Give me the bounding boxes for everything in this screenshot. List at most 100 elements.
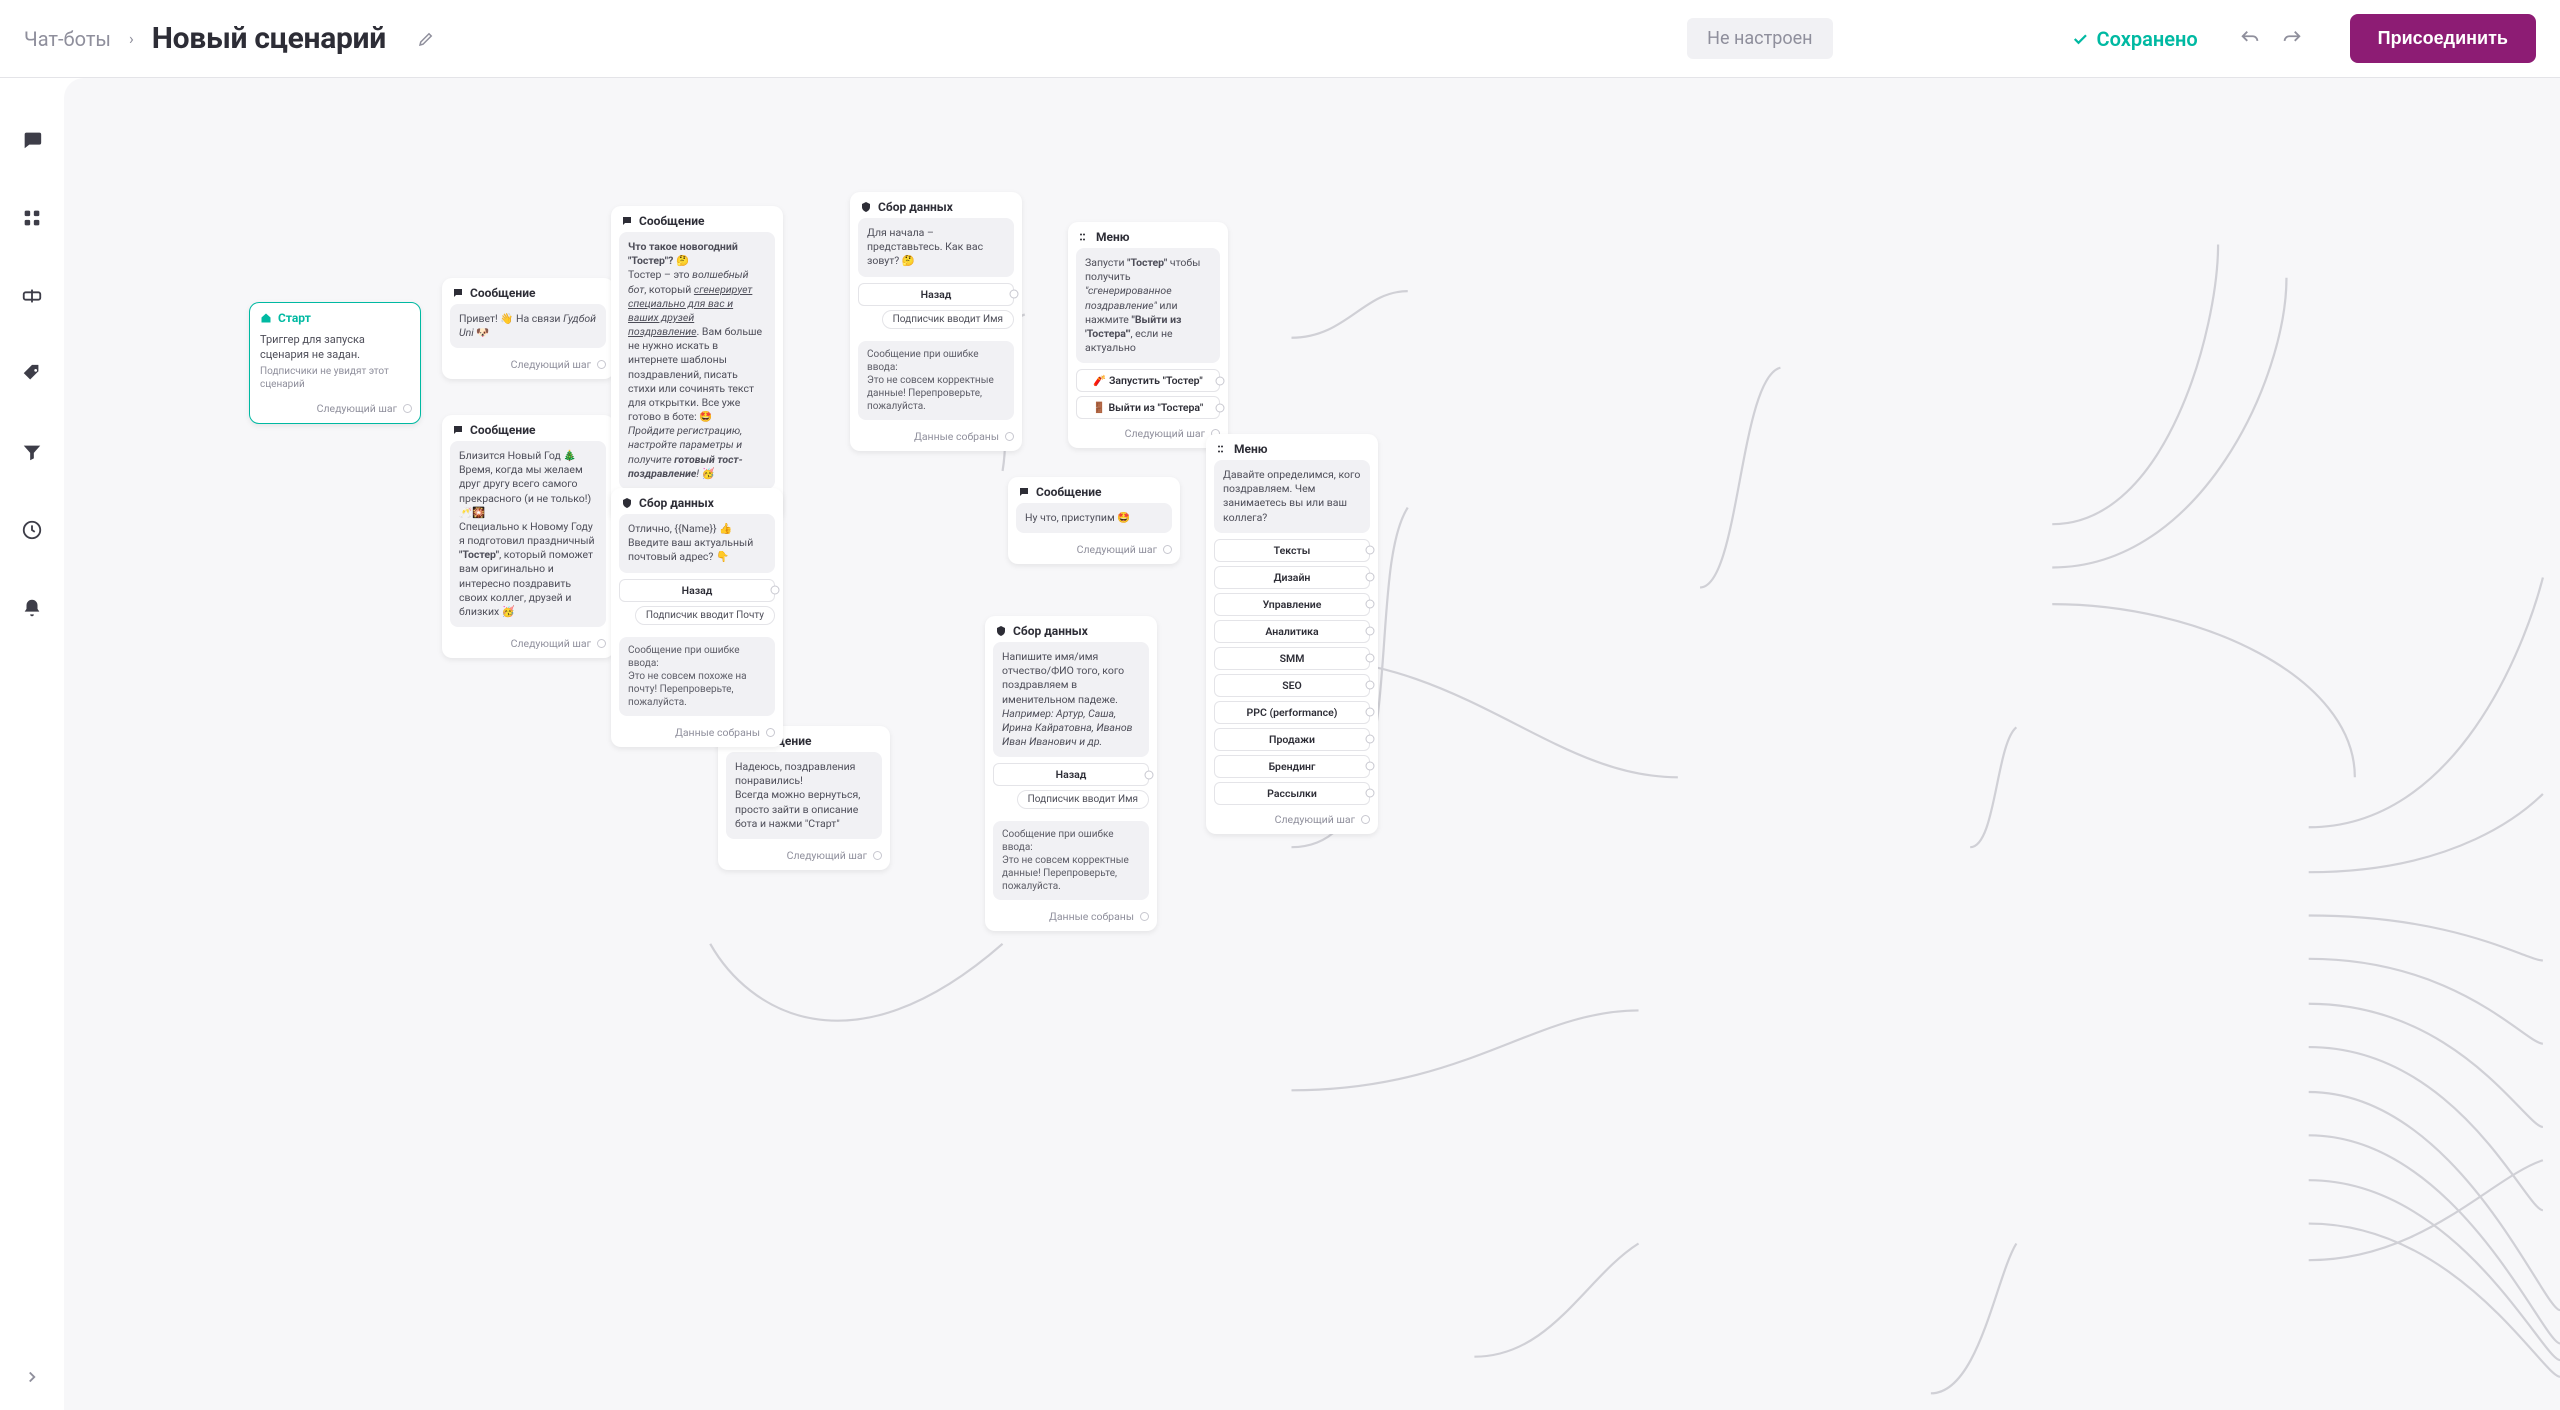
menu-icon bbox=[1216, 443, 1228, 455]
output-port[interactable] bbox=[1366, 627, 1375, 636]
next-step-label: Данные собраны bbox=[675, 726, 760, 739]
node-header[interactable]: Сообщение bbox=[611, 206, 783, 232]
node-header[interactable]: Меню bbox=[1206, 434, 1378, 460]
data-icon bbox=[860, 201, 872, 213]
output-port[interactable] bbox=[873, 851, 882, 860]
node-title: Меню bbox=[1234, 442, 1268, 456]
error-message: Сообщение при ошибке ввода:Это не совсем… bbox=[858, 341, 1014, 420]
sidebar-collapse-button[interactable] bbox=[0, 1368, 64, 1386]
node-data1[interactable]: Сбор данных Для начала – представьтесь. … bbox=[850, 192, 1022, 451]
node-menu1[interactable]: Меню Запусти "Тостер" чтобы получить "сг… bbox=[1068, 222, 1228, 448]
output-port[interactable] bbox=[597, 360, 606, 369]
menu-option[interactable]: Управление bbox=[1214, 593, 1370, 616]
input-hint: Подписчик вводит Имя bbox=[1017, 790, 1149, 809]
tool-menu[interactable] bbox=[10, 196, 54, 240]
node-footer: Данные собраны bbox=[850, 426, 1022, 451]
prompt-content: Напишите имя/имя отчество/ФИО того, кого… bbox=[993, 642, 1149, 757]
menu-prompt: Давайте определимся, кого поздравляем. Ч… bbox=[1214, 460, 1370, 533]
node-menu2[interactable]: Меню Давайте определимся, кого поздравля… bbox=[1206, 434, 1378, 834]
menu-option[interactable]: 🚪 Выйти из "Тостера" bbox=[1076, 396, 1220, 419]
next-step-label: Следующий шаг bbox=[511, 358, 591, 371]
output-port[interactable] bbox=[1366, 735, 1375, 744]
output-port[interactable] bbox=[597, 639, 606, 648]
node-footer: Следующий шаг bbox=[1206, 809, 1378, 834]
output-port[interactable] bbox=[1366, 573, 1375, 582]
saved-indicator: Сохранено bbox=[2071, 27, 2198, 51]
node-msg3[interactable]: Сообщение Что такое новогодний "Тостер"?… bbox=[611, 206, 783, 520]
menu-option[interactable]: Рассылки bbox=[1214, 782, 1370, 805]
node-header[interactable]: Сбор данных bbox=[611, 488, 783, 514]
flow-canvas[interactable]: Старт Триггер для запуска сценария не за… bbox=[64, 78, 2560, 1410]
output-port[interactable] bbox=[1145, 770, 1154, 779]
output-port[interactable] bbox=[1366, 546, 1375, 555]
output-port[interactable] bbox=[403, 404, 412, 413]
breadcrumb-root[interactable]: Чат-боты bbox=[24, 27, 111, 51]
message-content: Привет! 👋 На связи Гудбой Uni 🐶 bbox=[450, 304, 606, 348]
back-button[interactable]: Назад bbox=[619, 579, 775, 602]
undo-button[interactable] bbox=[2236, 25, 2264, 53]
prompt-content: Для начала – представьтесь. Как вас зову… bbox=[858, 218, 1014, 277]
menu-option[interactable]: Дизайн bbox=[1214, 566, 1370, 589]
workspace: Старт Триггер для запуска сценария не за… bbox=[0, 78, 2560, 1410]
page-title: Новый сценарий bbox=[152, 21, 386, 56]
tool-tag[interactable] bbox=[10, 352, 54, 396]
node-msg2[interactable]: Сообщение Близится Новый Год 🎄Время, ког… bbox=[442, 415, 614, 658]
output-port[interactable] bbox=[1366, 654, 1375, 663]
tool-sidebar bbox=[0, 78, 64, 1410]
node-title: Сбор данных bbox=[1013, 624, 1088, 638]
node-msg1[interactable]: Сообщение Привет! 👋 На связи Гудбой Uni … bbox=[442, 278, 614, 379]
tool-filter[interactable] bbox=[10, 430, 54, 474]
node-data3[interactable]: Сбор данных Напишите имя/имя отчество/ФИ… bbox=[985, 616, 1157, 931]
tool-input[interactable] bbox=[10, 274, 54, 318]
redo-button[interactable] bbox=[2278, 25, 2306, 53]
menu-option[interactable]: 🧨 Запустить "Тостер" bbox=[1076, 369, 1220, 392]
menu-option[interactable]: Брендинг bbox=[1214, 755, 1370, 778]
node-start[interactable]: Старт Триггер для запуска сценария не за… bbox=[249, 302, 421, 424]
output-port[interactable] bbox=[1163, 545, 1172, 554]
attach-button[interactable]: Присоединить bbox=[2350, 14, 2536, 63]
menu-option[interactable]: SEO bbox=[1214, 674, 1370, 697]
output-port[interactable] bbox=[766, 728, 775, 737]
tool-notify[interactable] bbox=[10, 586, 54, 630]
node-msg5[interactable]: Сообщение Надеюсь, поздравления понравил… bbox=[718, 726, 890, 870]
output-port[interactable] bbox=[1366, 681, 1375, 690]
menu-option[interactable]: PPC (performance) bbox=[1214, 701, 1370, 724]
input-hint: Подписчик вводит Почту bbox=[635, 606, 775, 625]
output-port[interactable] bbox=[1216, 376, 1225, 385]
node-header[interactable]: Меню bbox=[1068, 222, 1228, 248]
output-port[interactable] bbox=[1010, 290, 1019, 299]
msg-icon bbox=[452, 424, 464, 436]
output-port[interactable] bbox=[1140, 912, 1149, 921]
output-port[interactable] bbox=[1361, 815, 1370, 824]
node-header[interactable]: Сообщение bbox=[442, 415, 614, 441]
node-header[interactable]: Сбор данных bbox=[850, 192, 1022, 218]
node-header[interactable]: Сообщение bbox=[1008, 477, 1180, 503]
output-port[interactable] bbox=[1216, 403, 1225, 412]
output-port[interactable] bbox=[1005, 432, 1014, 441]
back-button[interactable]: Назад bbox=[858, 283, 1014, 306]
menu-option[interactable]: Продажи bbox=[1214, 728, 1370, 751]
node-header[interactable]: Сбор данных bbox=[985, 616, 1157, 642]
edit-title-button[interactable] bbox=[412, 25, 440, 53]
node-header[interactable]: Старт bbox=[250, 303, 420, 329]
next-step-label: Следующий шаг bbox=[511, 637, 591, 650]
menu-option[interactable]: SMM bbox=[1214, 647, 1370, 670]
output-port[interactable] bbox=[1366, 789, 1375, 798]
node-footer: Данные собраны bbox=[611, 722, 783, 747]
node-header[interactable]: Сообщение bbox=[442, 278, 614, 304]
next-step-label: Данные собраны bbox=[1049, 910, 1134, 923]
message-content: Близится Новый Год 🎄Время, когда мы жела… bbox=[450, 441, 606, 627]
back-button[interactable]: Назад bbox=[993, 763, 1149, 786]
node-title: Сообщение bbox=[639, 214, 704, 228]
node-data2[interactable]: Сбор данных Отлично, {{Name}} 👍Введите в… bbox=[611, 488, 783, 747]
menu-option[interactable]: Аналитика bbox=[1214, 620, 1370, 643]
output-port[interactable] bbox=[1366, 600, 1375, 609]
node-msg4[interactable]: Сообщение Ну что, приступим 🤩 Следующий … bbox=[1008, 477, 1180, 564]
output-port[interactable] bbox=[1366, 708, 1375, 717]
menu-option[interactable]: Тексты bbox=[1214, 539, 1370, 562]
output-port[interactable] bbox=[1366, 762, 1375, 771]
message-content: Ну что, приступим 🤩 bbox=[1016, 503, 1172, 533]
tool-delay[interactable] bbox=[10, 508, 54, 552]
output-port[interactable] bbox=[771, 586, 780, 595]
tool-message[interactable] bbox=[10, 118, 54, 162]
